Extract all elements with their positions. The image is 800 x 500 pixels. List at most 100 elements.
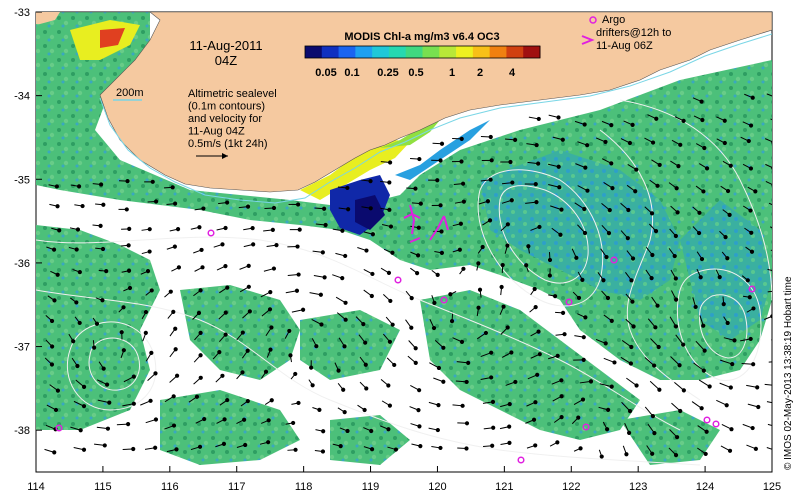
velocity-arrow-head <box>681 342 686 347</box>
velocity-arrow-head <box>197 225 202 230</box>
velocity-arrow-head <box>707 384 712 389</box>
velocity-arrow-head <box>700 117 705 123</box>
velocity-arrow-head <box>605 295 611 301</box>
velocity-arrow-head <box>626 207 631 213</box>
velocity-arrow-head <box>652 431 657 436</box>
velocity-arrow-head <box>246 263 251 268</box>
x-axis: 114 115 116 117 118 119 120 121 122 123 124 125 <box>27 466 781 493</box>
velocity-arrow-head <box>612 360 617 365</box>
velocity-arrow-head <box>172 244 177 249</box>
velocity-arrow-head <box>457 247 462 252</box>
velocity-arrow-head <box>173 201 178 206</box>
velocity-arrow-head <box>345 428 350 434</box>
velocity-arrow-head <box>294 288 300 293</box>
velocity-arrow-head <box>489 375 494 380</box>
velocity-arrow-head <box>526 244 531 249</box>
velocity-arrow-head <box>701 368 706 373</box>
velocity-arrow <box>766 447 772 450</box>
velocity-arrow-head <box>603 341 608 346</box>
velocity-arrow-head <box>559 394 564 399</box>
velocity-arrow-head <box>585 188 590 193</box>
velocity-arrow-head <box>531 417 537 422</box>
velocity-arrow-head <box>649 211 655 216</box>
velocity-arrow-head <box>681 118 686 123</box>
velocity-arrow-head <box>583 315 588 320</box>
velocity-arrow-head <box>246 284 251 289</box>
velocity-arrow-head <box>672 253 677 259</box>
velocity-arrow-head <box>245 348 250 353</box>
velocity-arrow-head <box>271 205 277 211</box>
velocity-arrow-head <box>674 186 679 191</box>
argo-legend-line: drifters@12h to <box>596 27 671 39</box>
velocity-arrow-head <box>54 184 59 189</box>
velocity-arrow-head <box>198 288 203 293</box>
y-tick-label: -33 <box>14 7 30 19</box>
velocity-arrow <box>767 268 772 272</box>
velocity-arrow-head <box>627 409 633 414</box>
velocity-arrow-head <box>748 336 753 342</box>
velocity-arrow-head <box>606 231 612 236</box>
isobath-legend-label: 200m <box>116 87 144 99</box>
velocity-arrow-head <box>416 408 421 413</box>
velocity-arrow-head <box>439 141 445 146</box>
velocity-arrow-head <box>654 116 659 121</box>
velocity-scale-arrow <box>196 153 228 159</box>
velocity-arrow-head <box>630 122 635 128</box>
velocity-arrow <box>765 180 772 185</box>
velocity-arrow-head <box>336 368 341 373</box>
velocity-arrow-head <box>673 233 678 239</box>
velocity-arrow-head <box>390 322 395 327</box>
velocity-arrow-head <box>562 332 567 337</box>
y-tick-label: -34 <box>14 91 30 103</box>
velocity-arrow-head <box>147 249 152 254</box>
velocity-arrow-head <box>368 179 373 184</box>
x-tick-label: 125 <box>763 481 781 493</box>
velocity-arrow-head <box>342 344 347 349</box>
velocity-arrow-head <box>363 340 368 345</box>
velocity-arrow-head <box>80 203 85 209</box>
velocity-arrow-head <box>650 413 656 419</box>
colorbar-swatch <box>506 46 524 58</box>
velocity-arrow-head <box>629 344 634 350</box>
velocity-arrow-head <box>101 202 106 207</box>
velocity-arrow-head <box>588 379 594 384</box>
velocity-arrow-head <box>435 178 440 183</box>
velocity-arrow-head <box>417 156 422 162</box>
velocity-arrow-head <box>676 164 681 169</box>
velocity-arrow-head <box>441 345 446 350</box>
velocity-arrow-head <box>267 307 273 312</box>
velocity-arrow-head <box>309 365 314 370</box>
velocity-arrow-head <box>287 328 292 334</box>
velocity-arrow-head <box>49 362 55 367</box>
velocity-arrow-head <box>441 379 446 384</box>
velocity-arrow-head <box>582 122 587 127</box>
map-date: 11-Aug-2011 <box>189 38 262 53</box>
velocity-arrow-head <box>630 256 636 261</box>
velocity-arrow-head <box>145 269 151 274</box>
velocity-arrow-head <box>150 179 155 184</box>
velocity-arrow-head <box>448 292 453 297</box>
velocity-arrow-head <box>149 288 154 293</box>
velocity-arrow-head <box>198 353 203 358</box>
velocity-arrow-head <box>409 295 414 301</box>
velocity-arrow-head <box>369 447 375 452</box>
velocity-arrow-head <box>438 203 443 208</box>
velocity-arrow-head <box>559 207 564 212</box>
velocity-arrow-head <box>388 298 393 304</box>
velocity-arrow-head <box>697 230 702 236</box>
velocity-arrow-head <box>556 164 561 169</box>
velocity-arrow-head <box>173 326 178 331</box>
velocity-arrow-head <box>418 201 423 206</box>
velocity-arrow-head <box>749 249 755 254</box>
velocity-arrow-head <box>699 99 704 104</box>
velocity-arrow-head <box>343 317 348 322</box>
velocity-arrow-head <box>487 218 493 223</box>
australia-landmass <box>36 12 772 193</box>
velocity-arrow-head <box>81 404 87 409</box>
colorbar-tick-label: 0.05 <box>315 67 336 79</box>
velocity-arrow-head <box>50 344 55 349</box>
colorbar-swatch <box>523 46 541 58</box>
velocity-arrow-head <box>745 278 750 283</box>
velocity-arrow-head <box>459 159 464 164</box>
colorbar-swatch <box>439 46 457 58</box>
